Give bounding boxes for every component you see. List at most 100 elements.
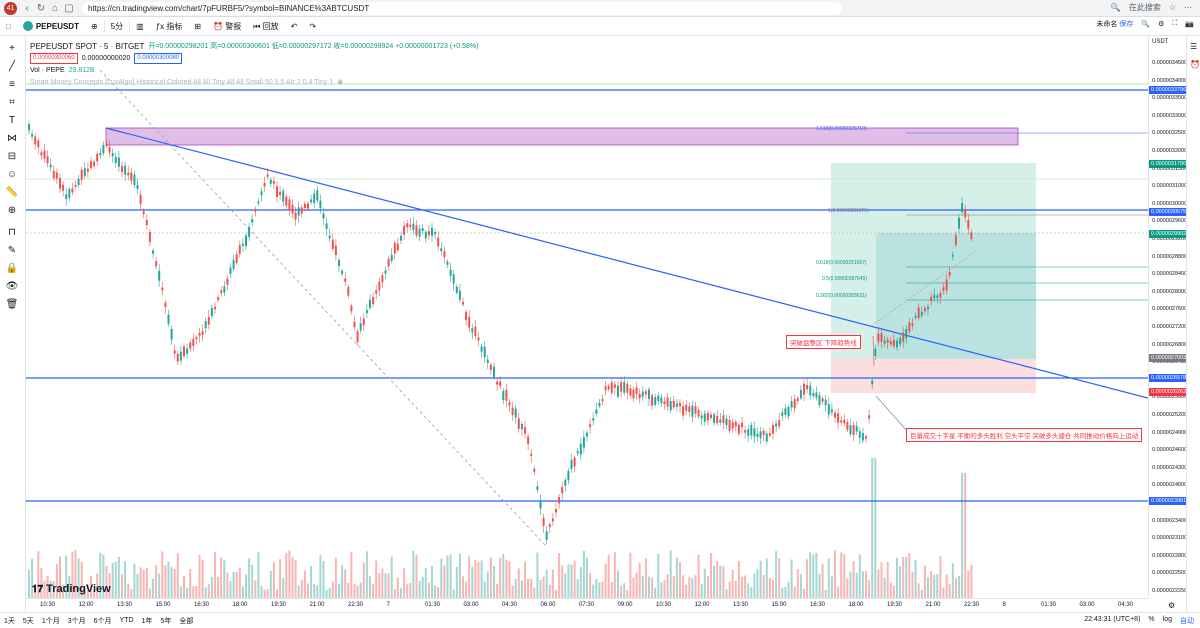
menu-icon[interactable]: ⋯ xyxy=(1184,3,1192,12)
trash-icon[interactable]: 🗑 xyxy=(5,299,19,310)
price-axis[interactable]: USDT 0.00000345000 0.00000340000 0.0000033… xyxy=(1148,36,1190,598)
eye-icon[interactable]: 👁 xyxy=(5,281,19,292)
clock[interactable]: 22:43:31 (UTC+8) xyxy=(1084,616,1141,623)
vol-label[interactable]: Vol · PEPE xyxy=(30,66,65,74)
price-chart[interactable] xyxy=(26,36,1148,598)
settings-icon[interactable]: ⚙ xyxy=(1158,21,1165,28)
lock-draw-icon[interactable]: ✎ xyxy=(7,245,17,256)
candle-body xyxy=(889,341,892,345)
zoom-icon[interactable]: ⊕ xyxy=(7,205,17,216)
volume-bar xyxy=(694,575,697,598)
home-icon[interactable]: ⌂ xyxy=(51,2,59,14)
layout-name[interactable]: 未命名 保存 xyxy=(1096,21,1134,28)
crosshair-icon[interactable]: + xyxy=(9,43,15,54)
volume-bar xyxy=(477,562,480,598)
brush-icon[interactable]: ⋈ xyxy=(7,133,17,144)
alert-icon[interactable]: ⏰ xyxy=(1190,60,1200,69)
magnet-icon[interactable]: ⊓ xyxy=(8,227,16,238)
range-button[interactable]: 1个月 xyxy=(41,617,60,625)
range-button[interactable]: 1天 xyxy=(4,617,15,625)
candle-body xyxy=(917,307,920,318)
bid-price[interactable]: 0.00000300060 xyxy=(30,52,78,64)
candle-body xyxy=(499,381,502,387)
time-tick-label: 10:30 xyxy=(40,602,56,608)
fullscreen-icon[interactable]: ⛶ xyxy=(1172,20,1178,27)
back-icon[interactable]: ‹ xyxy=(25,2,29,14)
auto-toggle[interactable]: 自动 xyxy=(1180,618,1194,625)
currency-label[interactable]: USDT xyxy=(1152,39,1169,45)
alert-button[interactable]: ⏰ 警报 xyxy=(213,21,242,31)
star-icon[interactable]: ☆ xyxy=(1168,3,1176,12)
volume-bar xyxy=(387,573,390,598)
percent-toggle[interactable]: % xyxy=(1148,616,1155,623)
range-button[interactable]: 5年 xyxy=(160,617,172,625)
candle-body xyxy=(706,412,709,421)
indicators-button[interactable]: ƒx 指标 xyxy=(155,21,183,31)
address-bar[interactable]: https://cn.tradingview.com/chart/7pFURBF… xyxy=(82,1,842,15)
profile-avatar[interactable]: 41 xyxy=(4,2,17,15)
log-toggle[interactable]: log xyxy=(1162,616,1172,623)
candle-body xyxy=(127,172,130,176)
range-button[interactable]: 5天 xyxy=(22,617,34,625)
search-icon[interactable]: 🔍 xyxy=(1110,3,1121,12)
candle-body xyxy=(316,190,319,201)
volume-bar xyxy=(945,574,948,598)
settings-icon[interactable]: ⚙ xyxy=(1168,601,1176,610)
candle-body xyxy=(477,337,480,341)
volume-bar xyxy=(759,560,762,598)
search-icon[interactable]: 🔍 xyxy=(1141,21,1151,28)
range-button[interactable]: 6个月 xyxy=(93,617,112,625)
candle-body xyxy=(790,401,793,408)
measure-icon[interactable]: ⊟ xyxy=(7,151,17,162)
range-button[interactable]: 全部 xyxy=(179,617,194,625)
range-button[interactable]: 1年 xyxy=(141,617,153,625)
candle-body xyxy=(945,279,948,291)
redo-icon[interactable]: ↷ xyxy=(309,21,317,31)
text-icon[interactable]: T xyxy=(8,115,16,126)
undo-icon[interactable]: ↶ xyxy=(290,21,298,31)
volume-bar xyxy=(713,565,716,598)
legend-title[interactable]: PEPEUSDT SPOT · 5 · BITGET xyxy=(30,41,145,51)
time-tick-label: 07:30 xyxy=(579,602,595,608)
reload-icon[interactable]: ↻ xyxy=(36,2,46,14)
compare-icon[interactable]: ⊕ xyxy=(90,21,98,31)
indicator-label[interactable]: Smart Money Concepts [LuxAlgo] Historica… xyxy=(30,78,334,86)
emoji-icon[interactable]: ☺ xyxy=(6,169,18,180)
range-button[interactable]: 3个月 xyxy=(67,617,86,625)
replay-button[interactable]: ⏮ 回放 xyxy=(253,21,279,31)
fib-icon[interactable]: ≡ xyxy=(9,79,15,90)
volume-bar xyxy=(170,567,173,598)
price-tag: 0.00000337963 xyxy=(1149,86,1190,94)
candle-body xyxy=(406,223,409,228)
symbol-search[interactable]: PEPEUSDT xyxy=(17,21,85,31)
candle-body xyxy=(626,383,629,393)
breakout-annotation[interactable]: 突破盘整区 下降趋势线 xyxy=(786,335,861,349)
volume-bar xyxy=(660,582,663,598)
candle-body xyxy=(272,180,275,184)
watchlist-icon[interactable]: ☰ xyxy=(1190,42,1198,51)
volume-bar xyxy=(688,576,691,598)
camera-icon[interactable]: 📷 xyxy=(1185,21,1194,28)
tab-icon[interactable]: ▢ xyxy=(64,2,74,14)
candle-body xyxy=(877,333,880,342)
range-button[interactable]: YTD xyxy=(119,617,134,624)
time-axis[interactable]: ⚙ 10:30 12:00 13:30 15:00 16:30 18:00 19:30 21:… xyxy=(26,598,1175,612)
layout-icon[interactable]: ⊞ xyxy=(194,21,202,31)
eye-icon[interactable]: ◉ xyxy=(337,79,344,86)
ruler-icon[interactable]: 📏 xyxy=(5,187,19,198)
volume-bar xyxy=(837,586,840,598)
volume-bar xyxy=(620,585,623,598)
candle-body xyxy=(548,524,551,528)
doji-annotation[interactable]: 巨量成交十字星 平衡的多头胜利 空头平空 突破多头建仓 共同推动价格向上运动 xyxy=(906,428,1143,442)
lock-icon[interactable]: 🔒 xyxy=(5,263,19,274)
tab-icon[interactable]: □ xyxy=(6,21,11,31)
chart-type-icon[interactable]: ▥ xyxy=(136,21,144,31)
volume-bar xyxy=(248,558,251,598)
ask-price[interactable]: 0.00000300080 xyxy=(134,52,183,64)
address-search-label[interactable]: 在此搜索 xyxy=(1128,3,1161,12)
candle-body xyxy=(722,415,725,424)
volume-bar xyxy=(961,473,964,598)
trend-line-icon[interactable]: ╱ xyxy=(8,61,16,72)
pattern-icon[interactable]: ⌗ xyxy=(9,97,15,108)
interval-button[interactable]: 5分 xyxy=(110,21,124,31)
